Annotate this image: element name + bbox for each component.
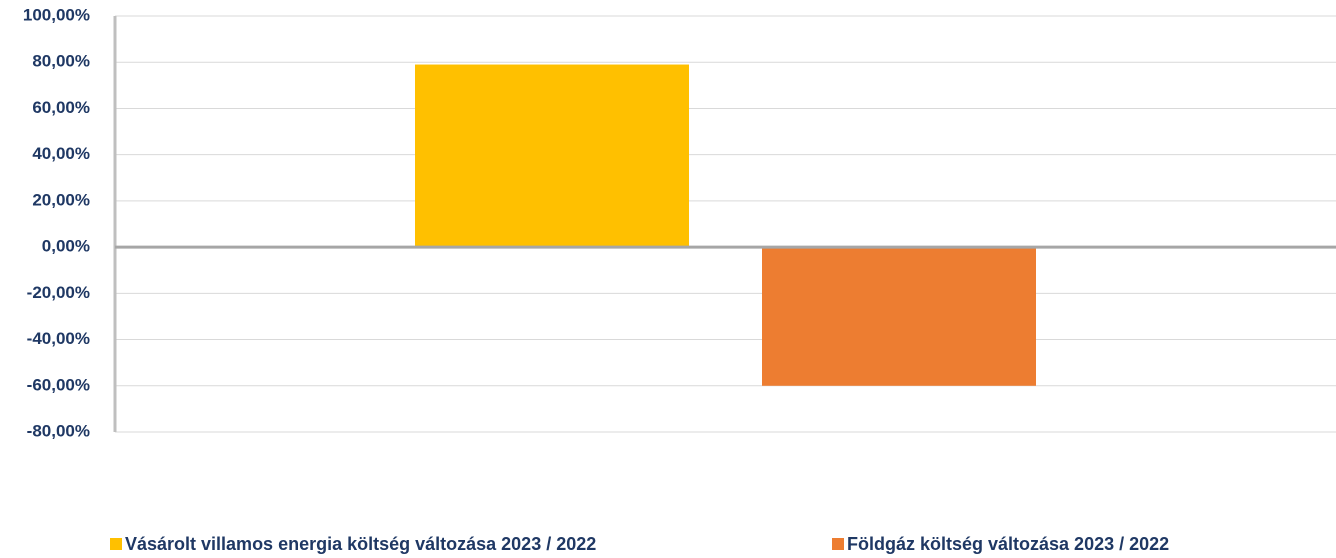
y-tick-label: 60,00%	[32, 98, 90, 117]
y-tick-label: 80,00%	[32, 52, 90, 71]
y-tick-label: 100,00%	[23, 5, 90, 24]
legend-label: Vásárolt villamos energia költség változ…	[125, 534, 596, 554]
y-tick-label: 40,00%	[32, 144, 90, 163]
y-tick-label: 0,00%	[42, 237, 90, 256]
legend-label: Földgáz költség változása 2023 / 2022	[847, 534, 1169, 554]
legend-swatch	[832, 538, 844, 550]
y-tick-label: -20,00%	[27, 283, 90, 302]
y-tick-label: 20,00%	[32, 190, 90, 209]
legend: Vásárolt villamos energia költség változ…	[110, 534, 1169, 554]
bar	[415, 64, 689, 248]
y-tick-label: -40,00%	[27, 329, 90, 348]
legend-swatch	[110, 538, 122, 550]
bar	[762, 247, 1036, 386]
y-tick-label: -60,00%	[27, 375, 90, 394]
y-tick-label: -80,00%	[27, 421, 90, 440]
